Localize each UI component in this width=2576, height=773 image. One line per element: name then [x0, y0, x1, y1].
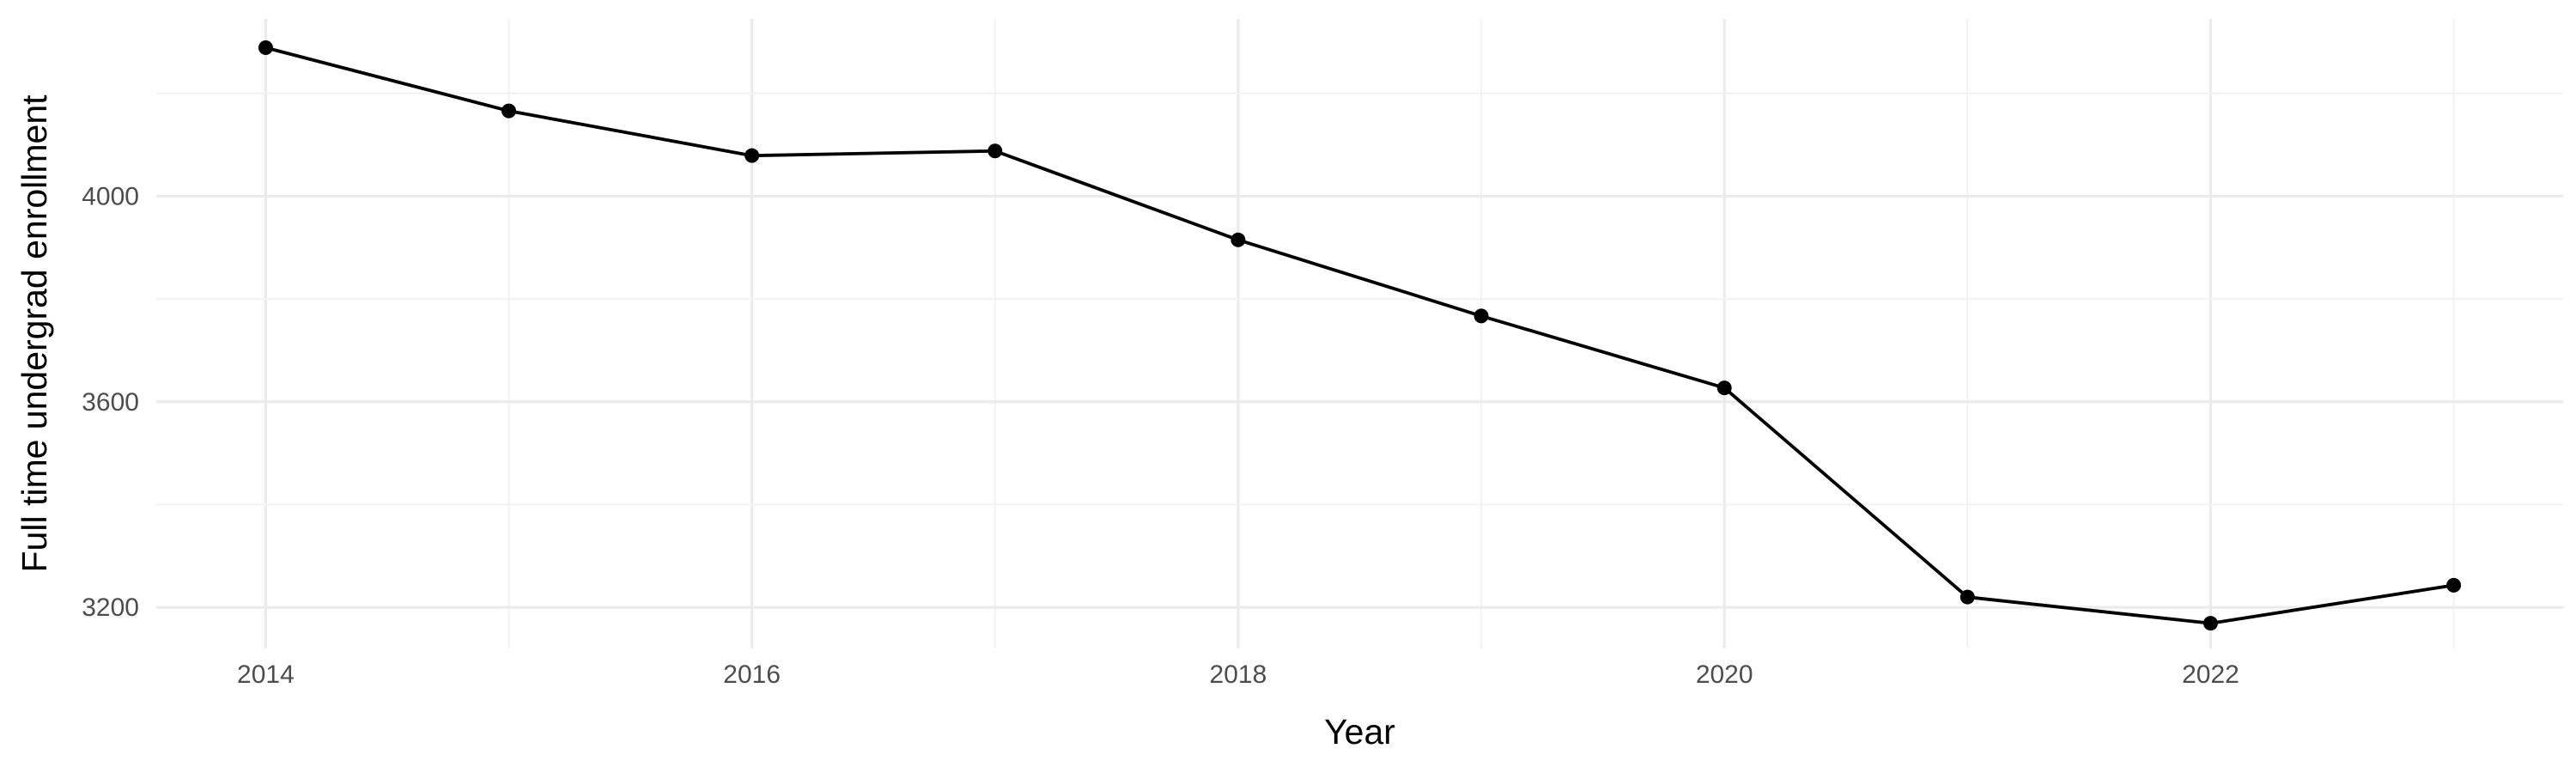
y-tick-label: 4000	[82, 182, 139, 210]
data-point	[2446, 577, 2462, 593]
data-point	[501, 103, 517, 119]
data-point	[1959, 589, 1975, 605]
x-tick-label: 2014	[237, 660, 295, 689]
series-line	[264, 46, 2454, 625]
data-point	[2202, 616, 2218, 631]
x-tick-label: 2020	[1696, 660, 1753, 689]
series-layer	[258, 40, 2462, 631]
x-tick-label: 2018	[1210, 660, 1267, 689]
data-point	[744, 148, 760, 163]
grid-lines	[156, 19, 2563, 648]
data-point	[1473, 308, 1489, 324]
data-point	[258, 40, 273, 56]
x-axis-title: Year	[1324, 712, 1395, 752]
tick-labels: 2014 2016 2018 2020 2022 3200 3600 4000	[82, 182, 2239, 689]
data-point	[987, 143, 1003, 159]
y-tick-label: 3200	[82, 593, 139, 622]
y-tick-label: 3600	[82, 388, 139, 417]
x-tick-label: 2016	[723, 660, 781, 689]
y-axis-title: Full time undergrad enrollment	[15, 94, 54, 573]
x-tick-label: 2022	[2182, 660, 2239, 689]
data-point	[1230, 232, 1246, 247]
data-point	[1716, 380, 1732, 396]
